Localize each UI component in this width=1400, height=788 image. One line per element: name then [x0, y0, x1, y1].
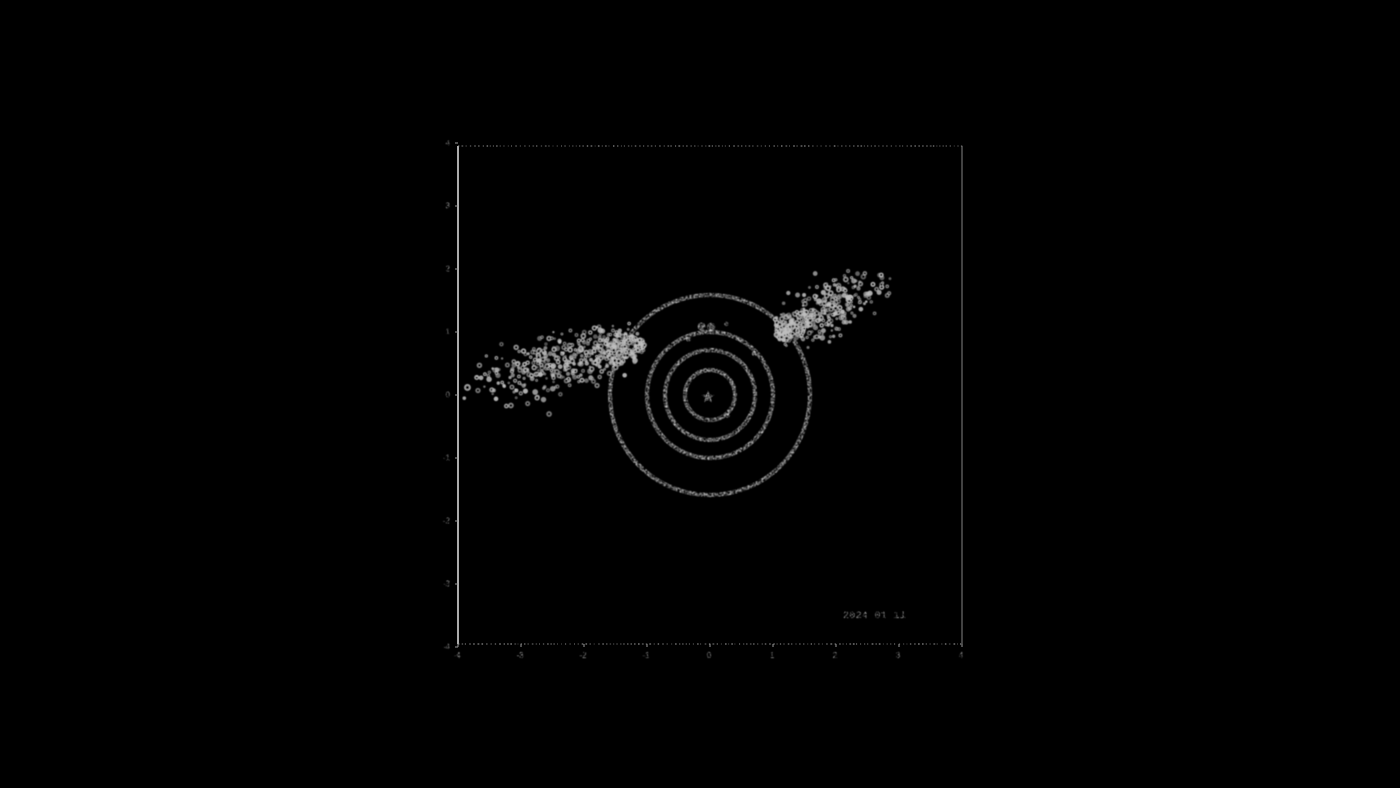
svg-text:2024 01 11: 2024 01 11 [843, 611, 906, 622]
svg-text:-4: -4 [453, 651, 461, 660]
svg-text:-1: -1 [443, 454, 451, 463]
svg-text:1: 1 [770, 651, 775, 660]
svg-text:-1: -1 [642, 651, 650, 660]
svg-text:4: 4 [959, 651, 964, 660]
svg-text:4: 4 [446, 139, 451, 148]
svg-text:-3: -3 [516, 651, 524, 660]
svg-text:-2: -2 [443, 517, 451, 526]
svg-text:-4: -4 [443, 643, 451, 652]
svg-text:2: 2 [833, 651, 838, 660]
svg-text:2: 2 [446, 265, 451, 274]
svg-text:-2: -2 [579, 651, 587, 660]
svg-text:3: 3 [446, 202, 451, 211]
svg-text:0: 0 [707, 651, 712, 660]
svg-text:1: 1 [446, 328, 451, 337]
svg-text:3: 3 [896, 651, 901, 660]
svg-text:0: 0 [446, 391, 451, 400]
svg-text:-3: -3 [443, 580, 451, 589]
